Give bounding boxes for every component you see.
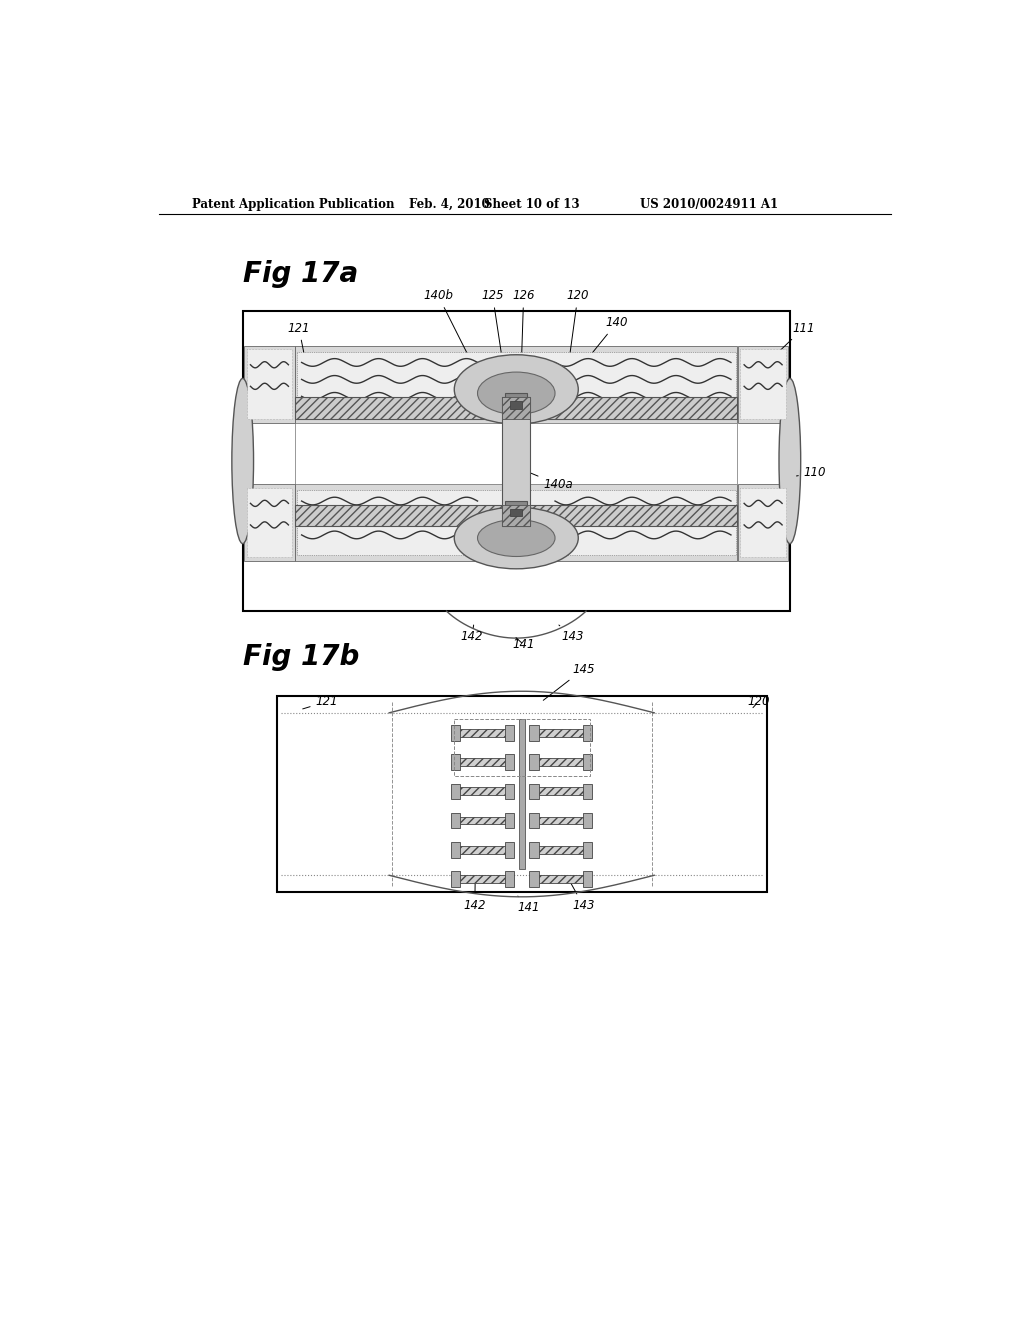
Bar bbox=[529, 755, 539, 770]
Text: 143: 143 bbox=[559, 626, 584, 643]
Text: Patent Application Publication: Patent Application Publication bbox=[191, 198, 394, 211]
Bar bbox=[245, 346, 295, 422]
Text: 126: 126 bbox=[512, 289, 535, 399]
Bar bbox=[295, 346, 737, 422]
Text: 125: 125 bbox=[481, 289, 508, 399]
Bar bbox=[531, 729, 588, 737]
Bar bbox=[583, 813, 592, 829]
Text: 141: 141 bbox=[512, 638, 535, 651]
Bar bbox=[583, 784, 592, 799]
Bar bbox=[531, 846, 588, 854]
Bar bbox=[452, 725, 461, 741]
Bar bbox=[529, 725, 539, 741]
Bar bbox=[583, 842, 592, 858]
Bar bbox=[456, 729, 512, 737]
Bar bbox=[531, 758, 588, 766]
Ellipse shape bbox=[477, 520, 555, 557]
Text: 140: 140 bbox=[564, 317, 628, 387]
Ellipse shape bbox=[455, 355, 579, 424]
Bar bbox=[297, 351, 735, 416]
Bar bbox=[583, 755, 592, 770]
Bar bbox=[456, 846, 512, 854]
Bar bbox=[510, 401, 522, 409]
Bar bbox=[295, 506, 737, 527]
Text: 120: 120 bbox=[748, 696, 770, 708]
Bar bbox=[276, 696, 767, 892]
Bar bbox=[452, 842, 461, 858]
Bar bbox=[583, 871, 592, 887]
Bar bbox=[740, 488, 786, 557]
Bar bbox=[529, 842, 539, 858]
Text: 121: 121 bbox=[288, 322, 310, 366]
Bar bbox=[531, 817, 588, 825]
Bar bbox=[456, 817, 512, 825]
Bar bbox=[506, 502, 527, 516]
Text: US 2010/0024911 A1: US 2010/0024911 A1 bbox=[640, 198, 777, 211]
Text: 111: 111 bbox=[763, 322, 815, 367]
Ellipse shape bbox=[477, 372, 555, 414]
Bar bbox=[297, 490, 735, 554]
Bar bbox=[295, 484, 737, 561]
Ellipse shape bbox=[455, 507, 579, 569]
Bar bbox=[452, 784, 461, 799]
Bar bbox=[531, 875, 588, 883]
Bar bbox=[454, 719, 590, 776]
Text: 110: 110 bbox=[797, 466, 826, 479]
Bar bbox=[456, 875, 512, 883]
Text: 121: 121 bbox=[303, 696, 338, 709]
Text: 142: 142 bbox=[464, 882, 486, 912]
Bar bbox=[505, 871, 514, 887]
Text: 120: 120 bbox=[566, 289, 589, 375]
Text: Fig 17b: Fig 17b bbox=[243, 643, 359, 671]
Bar bbox=[505, 784, 514, 799]
Bar bbox=[503, 397, 530, 527]
Bar bbox=[510, 508, 522, 516]
Bar bbox=[456, 788, 512, 795]
Text: Sheet 10 of 13: Sheet 10 of 13 bbox=[484, 198, 581, 211]
Bar bbox=[295, 397, 737, 418]
Bar bbox=[506, 393, 527, 409]
Bar bbox=[529, 813, 539, 829]
Bar bbox=[245, 484, 295, 561]
Bar bbox=[247, 350, 292, 418]
Bar bbox=[738, 346, 788, 422]
Bar bbox=[529, 784, 539, 799]
Bar bbox=[529, 871, 539, 887]
Bar bbox=[503, 506, 530, 527]
Bar bbox=[503, 397, 530, 418]
Ellipse shape bbox=[779, 379, 801, 544]
Text: 145: 145 bbox=[544, 663, 595, 701]
Bar bbox=[505, 755, 514, 770]
Bar bbox=[518, 719, 525, 869]
Text: 142: 142 bbox=[461, 626, 483, 643]
Text: 141: 141 bbox=[518, 896, 541, 915]
Bar bbox=[452, 755, 461, 770]
Bar bbox=[452, 813, 461, 829]
Bar bbox=[243, 312, 790, 611]
Bar bbox=[456, 758, 512, 766]
Bar bbox=[505, 842, 514, 858]
Bar bbox=[247, 488, 292, 557]
Text: 140a: 140a bbox=[522, 470, 573, 491]
Ellipse shape bbox=[231, 379, 254, 544]
Bar bbox=[295, 422, 737, 484]
Bar bbox=[583, 725, 592, 741]
Text: 143: 143 bbox=[569, 880, 595, 912]
Text: Feb. 4, 2010: Feb. 4, 2010 bbox=[410, 198, 490, 211]
Bar bbox=[738, 484, 788, 561]
Bar bbox=[505, 725, 514, 741]
Bar bbox=[531, 788, 588, 795]
Bar bbox=[452, 871, 461, 887]
Bar bbox=[505, 813, 514, 829]
Text: 140b: 140b bbox=[423, 289, 476, 371]
Bar bbox=[740, 350, 786, 418]
Text: Fig 17a: Fig 17a bbox=[243, 260, 358, 288]
